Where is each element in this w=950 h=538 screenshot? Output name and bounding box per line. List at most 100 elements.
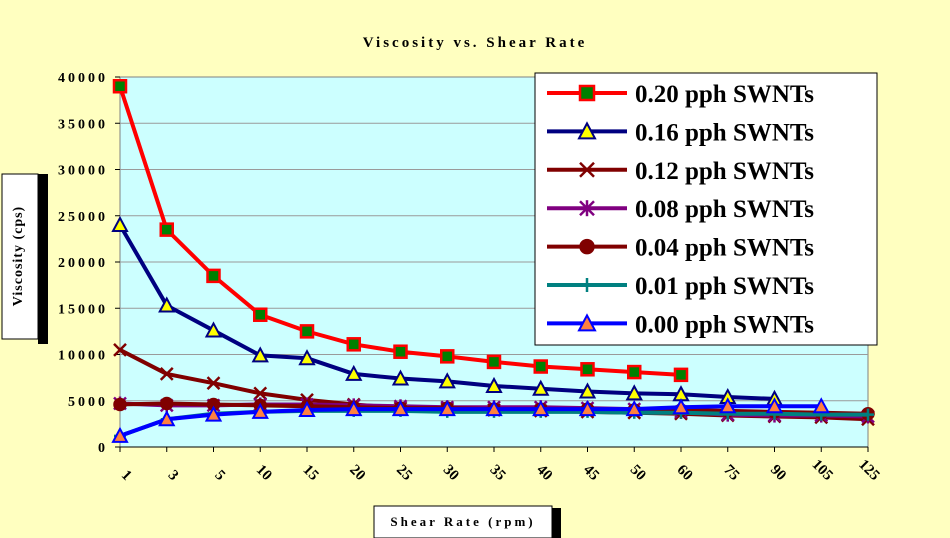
data-point: [158, 410, 176, 427]
data-point: [393, 344, 408, 359]
data-point: [438, 399, 456, 417]
x-tick-label: 15: [300, 462, 322, 484]
data-point: [532, 379, 550, 396]
legend-label: 0.16 pph SWNTs: [635, 119, 814, 146]
legend-entry: 0.00 pph SWNTs: [547, 311, 814, 338]
data-point: [440, 349, 455, 364]
data-point: [627, 364, 642, 380]
data-point: [812, 397, 830, 414]
data-point: [346, 337, 361, 352]
x-tick-label: 5: [211, 467, 228, 484]
legend-label: 0.01 pph SWNTs: [635, 273, 814, 300]
y-axis-label: Viscosity (cps): [11, 206, 26, 306]
series-1: [111, 215, 784, 406]
data-point: [578, 382, 597, 399]
x-axis-label-box: Shear Rate (rpm): [373, 505, 561, 538]
series-layer: [111, 79, 875, 443]
data-point: [345, 399, 363, 417]
data-point: [113, 397, 127, 412]
data-point: [251, 402, 269, 419]
x-tick-label: 125: [855, 457, 882, 484]
data-point: [111, 215, 129, 232]
data-point: [158, 296, 176, 313]
y-tick-label: 10000: [58, 349, 108, 364]
legend-label: 0.20 pph SWNTs: [635, 81, 814, 108]
x-tick-label: 25: [393, 462, 415, 484]
legend-label: 0.12 pph SWNTs: [635, 158, 814, 185]
x-tick-label: 10: [253, 462, 275, 484]
data-point: [391, 399, 410, 417]
data-point: [625, 399, 643, 417]
data-point: [391, 369, 410, 386]
data-point: [625, 384, 643, 401]
chart-title: Viscosity vs. Shear Rate: [363, 35, 588, 51]
legend-entry: 0.01 pph SWNTs: [547, 273, 814, 300]
data-point: [206, 268, 221, 284]
x-tick-label: 50: [627, 462, 649, 484]
legend-entry: 0.16 pph SWNTs: [547, 119, 814, 146]
x-tick-label: 35: [487, 462, 509, 484]
data-point: [486, 354, 502, 370]
data-point: [672, 398, 690, 415]
data-point: [532, 399, 550, 417]
data-point: [719, 397, 737, 414]
data-point: [112, 79, 128, 94]
data-point: [298, 400, 316, 417]
x-tick-label: 60: [674, 462, 696, 484]
x-tick-label: 3: [165, 467, 182, 484]
series-line: [119, 404, 822, 438]
x-tick-label: 20: [346, 462, 368, 484]
y-tick-label: 5000: [68, 395, 108, 410]
y-tick-label: 0: [98, 441, 108, 456]
data-point: [299, 324, 315, 339]
y-axis-label-box: Viscosity (cps): [1, 173, 48, 344]
data-point: [204, 321, 223, 338]
x-tick-label: 90: [767, 462, 789, 484]
data-point: [533, 359, 548, 374]
x-axis-label: Shear Rate (rpm): [390, 514, 535, 529]
data-point: [580, 362, 595, 377]
data-point: [253, 307, 268, 322]
y-axis-ticks: 0 5000 10000 15000 20000 25000 30000 35000 40000: [58, 71, 120, 456]
legend-label: 0.08 pph SWNTs: [635, 196, 814, 223]
data-point: [580, 278, 594, 292]
data-point: [765, 397, 784, 414]
data-point: [579, 200, 595, 217]
legend-entry: 0.08 pph SWNTs: [547, 196, 814, 223]
x-tick-label: 30: [440, 462, 462, 484]
legend-label: 0.04 pph SWNTs: [635, 235, 814, 262]
series-0: [112, 79, 689, 383]
legend: 0.20 pph SWNTs 0.16 pph SWNTs 0.12 pph SWN…: [534, 72, 878, 346]
data-point: [113, 342, 127, 357]
data-point: [159, 367, 174, 381]
x-tick-label: 1: [118, 467, 135, 484]
data-point: [578, 84, 596, 102]
data-point: [862, 408, 874, 421]
x-axis-ticks: 1 3 5 10 15 20 25 30 35 40 45 50 60 75 90 105 125: [118, 446, 882, 484]
y-tick-label: 20000: [58, 256, 108, 271]
y-tick-label: 30000: [58, 164, 108, 179]
data-point: [579, 161, 595, 178]
series-6: [111, 397, 830, 443]
x-tick-label: 105: [809, 457, 836, 484]
data-point: [579, 238, 595, 255]
data-point: [577, 121, 597, 140]
y-tick-label: 25000: [58, 210, 108, 225]
x-tick-label: 40: [533, 462, 555, 484]
data-point: [160, 396, 174, 411]
legend-entry: 0.04 pph SWNTs: [547, 235, 814, 262]
x-tick-label: 75: [720, 462, 742, 484]
data-point: [206, 376, 221, 391]
legend-entry: 0.12 pph SWNTs: [547, 158, 814, 185]
data-point: [345, 364, 363, 381]
data-point: [251, 346, 269, 363]
x-tick-label: 45: [580, 462, 602, 484]
y-tick-label: 40000: [58, 71, 108, 86]
data-point: [159, 222, 174, 237]
data-point: [577, 313, 597, 332]
data-point: [673, 367, 689, 383]
y-tick-label: 15000: [58, 302, 108, 317]
data-point: [438, 372, 456, 389]
data-point: [298, 349, 316, 366]
